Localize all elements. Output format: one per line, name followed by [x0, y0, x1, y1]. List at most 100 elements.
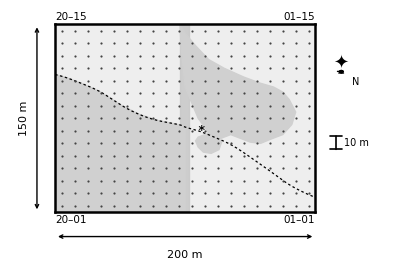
- Polygon shape: [180, 24, 189, 212]
- Point: [58, 141, 65, 146]
- Point: [136, 129, 143, 133]
- Point: [279, 141, 286, 146]
- Point: [254, 79, 260, 83]
- Point: [110, 104, 117, 108]
- Point: [175, 154, 182, 158]
- Point: [292, 129, 299, 133]
- Point: [279, 191, 286, 196]
- Text: 10 m: 10 m: [344, 138, 369, 148]
- Point: [136, 29, 143, 33]
- Point: [201, 54, 208, 58]
- Text: N: N: [351, 77, 359, 87]
- Point: [162, 41, 169, 45]
- Point: [72, 116, 78, 120]
- Point: [110, 91, 117, 95]
- Point: [279, 129, 286, 133]
- Point: [188, 204, 195, 208]
- Point: [58, 116, 65, 120]
- Point: [240, 116, 247, 120]
- Point: [136, 154, 143, 158]
- Point: [136, 166, 143, 171]
- Point: [98, 141, 104, 146]
- Point: [214, 141, 221, 146]
- Point: [98, 129, 104, 133]
- Point: [123, 191, 130, 196]
- Point: [201, 166, 208, 171]
- Point: [84, 154, 91, 158]
- Point: [72, 141, 78, 146]
- Text: ✦: ✦: [334, 55, 349, 73]
- Point: [266, 154, 273, 158]
- Point: [84, 166, 91, 171]
- Point: [228, 41, 234, 45]
- Point: [254, 66, 260, 70]
- Point: [123, 79, 130, 83]
- Point: [110, 204, 117, 208]
- Point: [214, 79, 221, 83]
- Point: [292, 79, 299, 83]
- Point: [228, 116, 234, 120]
- Point: [306, 104, 312, 108]
- Point: [84, 29, 91, 33]
- Point: [110, 41, 117, 45]
- Point: [306, 116, 312, 120]
- Point: [72, 66, 78, 70]
- Point: [110, 191, 117, 196]
- Point: [240, 91, 247, 95]
- Point: [292, 91, 299, 95]
- Point: [175, 179, 182, 183]
- Point: [98, 66, 104, 70]
- Point: [240, 29, 247, 33]
- Point: [150, 29, 156, 33]
- Point: [150, 141, 156, 146]
- Point: [228, 141, 234, 146]
- Point: [214, 129, 221, 133]
- Point: [123, 29, 130, 33]
- Point: [254, 116, 260, 120]
- Text: *: *: [197, 124, 204, 137]
- Point: [98, 54, 104, 58]
- Point: [150, 66, 156, 70]
- Point: [72, 154, 78, 158]
- Point: [72, 179, 78, 183]
- Point: [58, 129, 65, 133]
- Point: [72, 54, 78, 58]
- Point: [58, 166, 65, 171]
- Point: [228, 191, 234, 196]
- Point: [292, 204, 299, 208]
- Point: [175, 41, 182, 45]
- Point: [110, 154, 117, 158]
- Point: [292, 179, 299, 183]
- Point: [292, 116, 299, 120]
- Point: [175, 166, 182, 171]
- Point: [201, 191, 208, 196]
- Point: [175, 191, 182, 196]
- Point: [201, 129, 208, 133]
- Point: [240, 141, 247, 146]
- Point: [162, 191, 169, 196]
- Point: [123, 154, 130, 158]
- Point: [123, 179, 130, 183]
- Point: [162, 141, 169, 146]
- Point: [254, 41, 260, 45]
- Point: [84, 54, 91, 58]
- Point: [254, 104, 260, 108]
- Point: [266, 191, 273, 196]
- Point: [306, 154, 312, 158]
- Point: [98, 204, 104, 208]
- Point: [266, 66, 273, 70]
- Point: [110, 166, 117, 171]
- Point: [306, 204, 312, 208]
- Point: [306, 41, 312, 45]
- Point: [72, 41, 78, 45]
- Point: [123, 116, 130, 120]
- Point: [72, 191, 78, 196]
- Point: [306, 129, 312, 133]
- Point: [214, 154, 221, 158]
- Point: [279, 29, 286, 33]
- Point: [84, 79, 91, 83]
- Point: [266, 54, 273, 58]
- Point: [279, 66, 286, 70]
- Point: [175, 141, 182, 146]
- Point: [254, 141, 260, 146]
